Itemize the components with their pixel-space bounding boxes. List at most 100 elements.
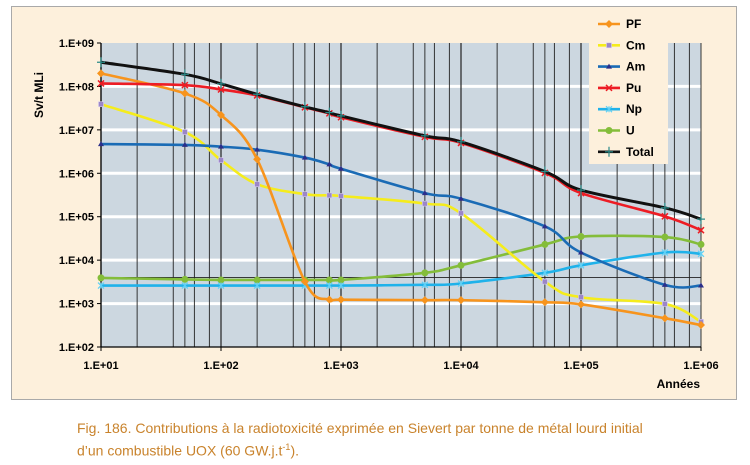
data-point <box>457 296 465 305</box>
data-point <box>337 282 345 289</box>
data-point <box>97 282 105 289</box>
legend-marker <box>605 105 613 113</box>
y-tick-label: 1.E+07 <box>59 125 94 137</box>
data-point <box>457 261 465 269</box>
data-point <box>181 81 189 89</box>
series-np <box>97 249 705 289</box>
legend-item-cm: Cm <box>598 38 645 52</box>
data-point <box>217 282 225 289</box>
data-point <box>98 101 104 107</box>
data-point <box>325 282 333 289</box>
x-axis-label: Années <box>657 377 701 391</box>
legend-item-u: U <box>598 124 635 138</box>
data-point <box>458 195 464 201</box>
data-point <box>302 191 308 197</box>
legend-marker <box>605 127 613 134</box>
data-point <box>180 69 189 80</box>
data-point <box>253 276 261 284</box>
data-point <box>253 155 262 164</box>
data-point <box>542 278 548 285</box>
legend-item-pu: Pu <box>598 81 641 95</box>
radiotoxicity-chart: 1.E+09 1.E+08 1.E+07 1.E+06 1.E+05 1.E+04 1.E+… <box>32 17 719 391</box>
data-point <box>540 298 549 307</box>
x-tick-label: 1.E+04 <box>443 360 479 372</box>
data-point <box>217 78 225 89</box>
x-tick-label: 1.E+06 <box>683 360 718 372</box>
data-point <box>661 249 669 256</box>
data-point <box>217 110 225 119</box>
data-point <box>697 226 705 234</box>
data-point <box>420 130 429 141</box>
legend-item-total: Total <box>598 145 654 159</box>
data-point <box>660 202 669 213</box>
series-pf <box>97 69 705 330</box>
data-point <box>253 89 262 100</box>
y-tick-label: 1.E+03 <box>59 299 94 311</box>
data-point <box>254 181 260 188</box>
data-point <box>97 274 105 282</box>
data-point <box>337 295 345 304</box>
data-point <box>541 223 548 229</box>
data-point <box>577 233 585 241</box>
y-tick-label: 1.E+09 <box>59 38 94 50</box>
data-point <box>181 275 189 283</box>
data-point <box>326 192 333 199</box>
data-point <box>697 240 705 248</box>
data-point <box>218 143 224 149</box>
legend-item-am: Am <box>598 60 645 74</box>
data-point <box>541 240 549 248</box>
caption-line-1: Fig. 186. Contributions à la radiotoxici… <box>77 420 643 436</box>
legend-label: Pu <box>626 81 641 95</box>
data-point <box>338 193 344 199</box>
caption-line-2-text: d’un combustible UOX (60 GW.j.t <box>77 442 283 459</box>
series-total <box>97 57 705 225</box>
data-point <box>98 141 104 147</box>
data-point <box>661 233 669 241</box>
caption-end: ). <box>290 442 299 459</box>
legend-marker <box>606 63 612 69</box>
data-point <box>577 300 585 309</box>
data-point <box>338 165 344 171</box>
data-point <box>253 282 261 289</box>
y-tick-label: 1.E+08 <box>59 81 94 93</box>
y-tick-label: 1.E+04 <box>59 255 95 267</box>
data-point <box>182 129 188 135</box>
data-point <box>97 79 105 87</box>
data-point <box>217 276 225 284</box>
data-point <box>325 276 333 284</box>
caption-superscript: -1 <box>282 442 291 452</box>
y-tick-label: 1.E+02 <box>59 342 94 354</box>
legend-label: U <box>626 124 635 138</box>
data-point <box>421 281 429 289</box>
data-point <box>421 190 428 196</box>
data-point <box>660 314 669 323</box>
legend-label: Total <box>626 145 654 159</box>
data-point <box>420 296 429 305</box>
x-tick-label: 1.E+05 <box>563 360 598 372</box>
data-point <box>540 166 549 177</box>
data-point <box>301 154 308 160</box>
data-point <box>698 282 704 288</box>
data-point <box>300 101 309 112</box>
series-am <box>98 141 704 289</box>
data-point <box>254 146 261 152</box>
data-point <box>578 294 584 301</box>
data-point <box>577 261 585 269</box>
data-point <box>457 136 465 147</box>
series-cm <box>98 101 704 325</box>
data-point <box>541 269 549 277</box>
data-point <box>662 301 668 307</box>
data-point <box>97 57 105 68</box>
legend-label: PF <box>626 17 641 31</box>
x-tick-label: 1.E+02 <box>203 360 238 372</box>
data-point <box>180 89 189 98</box>
data-point <box>457 280 465 287</box>
data-point <box>697 250 705 258</box>
data-point <box>577 185 585 196</box>
legend-marker <box>606 42 612 49</box>
x-tick-label: 1.E+01 <box>83 360 118 372</box>
legend-label: Am <box>626 60 645 74</box>
data-point <box>697 214 705 225</box>
data-point <box>661 212 669 220</box>
legend-marker <box>605 146 613 157</box>
